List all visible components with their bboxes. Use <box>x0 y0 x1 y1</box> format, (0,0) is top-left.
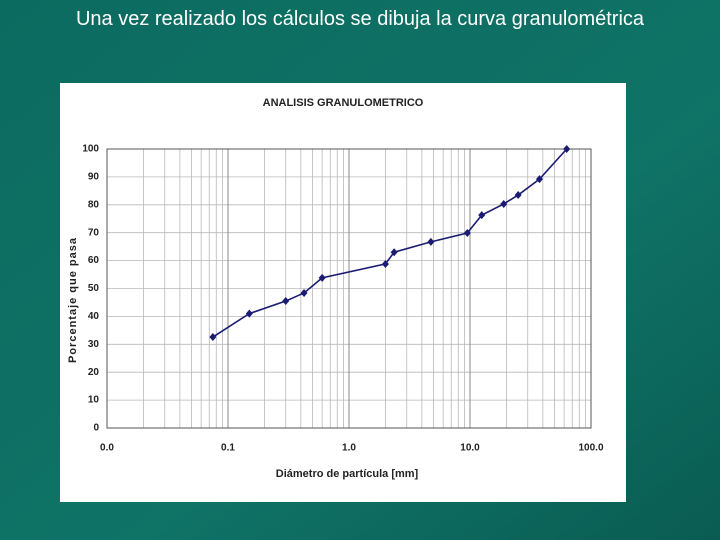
data-point <box>381 259 389 268</box>
data-point <box>478 211 486 220</box>
y-tick-label: 50 <box>88 283 100 294</box>
slide-title: Una vez realizado los cálculos se dibuja… <box>75 8 645 30</box>
data-point <box>563 145 571 153</box>
y-tick-label: 90 <box>88 172 100 183</box>
chart-panel <box>60 83 626 502</box>
y-tick-label: 40 <box>88 311 100 322</box>
y-tick-label: 30 <box>88 339 100 350</box>
x-tick-label: 10.0 <box>460 443 480 454</box>
y-tick-label: 20 <box>88 367 100 378</box>
data-point <box>300 288 308 297</box>
slide-title-box: Una vez realizado los cálculos se dibuja… <box>75 8 645 30</box>
x-tick-label: 0.0 <box>100 443 114 454</box>
y-tick-label: 70 <box>88 227 100 238</box>
data-point <box>318 273 326 282</box>
x-tick-label: 0.1 <box>221 443 235 454</box>
data-point <box>245 309 253 318</box>
plot-frame <box>106 148 592 429</box>
y-tick-label: 60 <box>88 255 100 266</box>
data-point <box>463 228 471 237</box>
y-tick-label: 0 <box>93 423 99 434</box>
x-tick-label: 100.0 <box>578 443 603 454</box>
data-line <box>212 148 568 338</box>
data-point <box>514 191 522 200</box>
data-point <box>427 237 435 246</box>
y-tick-label: 10 <box>88 395 100 406</box>
data-point <box>500 199 508 208</box>
data-point <box>535 175 543 184</box>
data-point <box>209 333 217 342</box>
chart-title: ANALISIS GRANULOMETRICO <box>263 97 424 109</box>
data-point <box>282 297 290 306</box>
y-tick-label: 80 <box>88 199 100 210</box>
y-axis-label: Porcentaje que pasa <box>67 237 79 363</box>
x-axis-label: Diámetro de partícula [mm] <box>276 468 419 480</box>
y-tick-label: 100 <box>82 144 99 155</box>
x-tick-label: 1.0 <box>342 443 356 454</box>
data-point <box>390 248 398 257</box>
